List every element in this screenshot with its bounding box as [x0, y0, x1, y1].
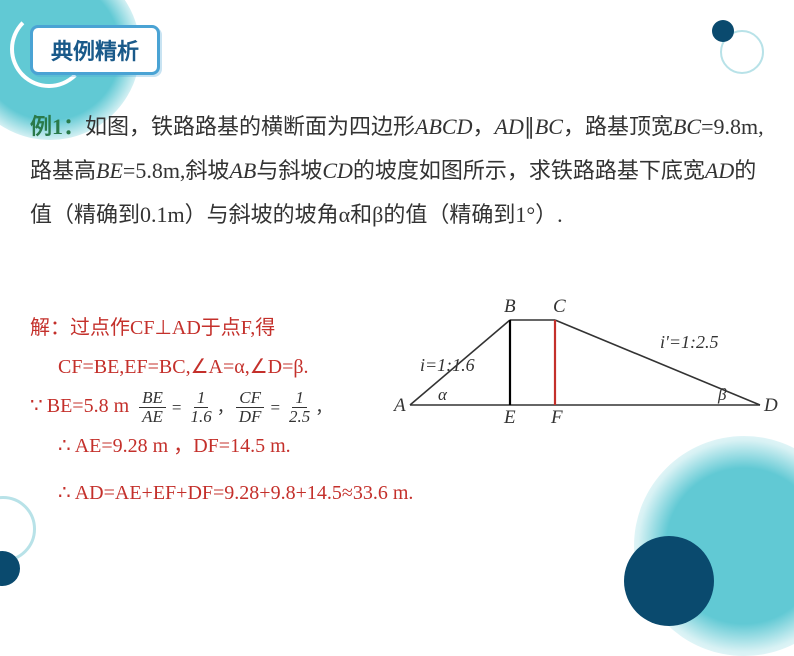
solution-line-5: ∴AD=AE+EF+DF=9.28+9.8+14.5≈33.6 m.: [30, 475, 413, 512]
fraction-group: BEAE = 11.6 ， CFDF = 12.5 ，: [137, 389, 332, 426]
solution-line-2: CF=BE,EF=BC,∠A=α,∠D=β.: [30, 349, 413, 386]
example-label: 例1：: [30, 114, 85, 139]
problem-text: 例1：如图，铁路路基的横断面为四边形ABCD，AD∥BC，路基顶宽BC=9.8m…: [30, 105, 764, 237]
solution-line-1: 解：过点作CF⊥AD于点F,得: [30, 310, 413, 347]
solution-line-4: ∴AE=9.28 m ，DF=14.5 m.: [30, 428, 413, 465]
trapezoid-diagram: BCADEFαβi=1:1.6i'=1:2.5: [400, 300, 780, 440]
solution-block: 解：过点作CF⊥AD于点F,得 CF=BE,EF=BC,∠A=α,∠D=β. ∵…: [30, 310, 413, 514]
decor-top-right: [694, 20, 764, 90]
section-badge: 典例精析: [30, 25, 160, 75]
solution-line-3: ∵BE=5.8 m BEAE = 11.6 ， CFDF = 12.5 ，: [30, 388, 413, 426]
decor-bottom-right-dark: [624, 536, 714, 626]
